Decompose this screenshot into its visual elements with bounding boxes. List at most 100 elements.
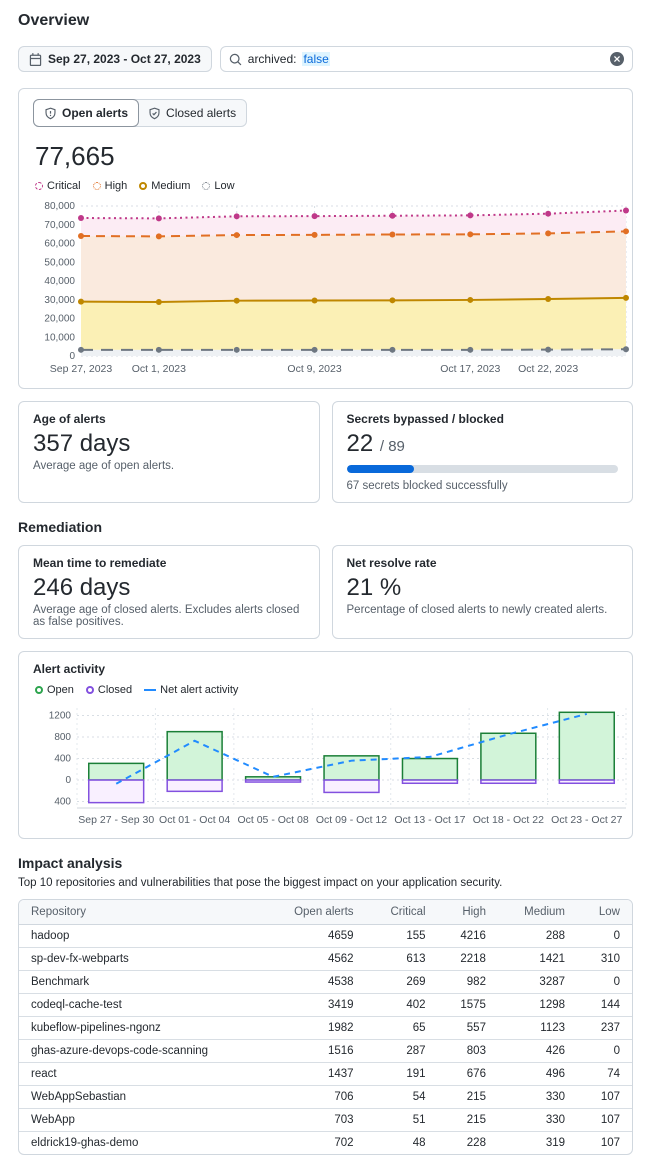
svg-text:Oct 23 - Oct 27: Oct 23 - Oct 27 — [551, 814, 622, 826]
count-cell: 155 — [365, 924, 438, 948]
count-cell: 0 — [577, 970, 632, 994]
repository-cell[interactable]: hadoop — [19, 924, 264, 948]
table-row[interactable]: react 1437 191 676 496 74 — [19, 1062, 632, 1086]
column-header[interactable]: Repository — [19, 900, 264, 925]
tab-open-alerts[interactable]: Open alerts — [33, 99, 140, 127]
open-alerts-total: 77,665 — [35, 141, 115, 171]
impact-subtitle: Top 10 repositories and vulnerabilities … — [18, 877, 503, 889]
open-marker-icon — [35, 686, 43, 694]
count-cell: 65 — [365, 1016, 438, 1040]
count-cell: 288 — [497, 924, 578, 948]
date-range-label: Sep 27, 2023 - Oct 27, 2023 — [48, 52, 201, 66]
svg-text:0: 0 — [69, 351, 75, 362]
activity-legend: Open Closed Net alert activity — [35, 684, 618, 696]
repository-cell[interactable]: react — [19, 1062, 264, 1086]
svg-text:Oct 09 - Oct 12: Oct 09 - Oct 12 — [316, 814, 387, 826]
age-of-alerts-card: Age of alerts 357 days Average age of op… — [18, 401, 320, 503]
repository-cell[interactable]: codeql-cache-test — [19, 993, 264, 1017]
search-query-prefix: archived: — [247, 52, 297, 66]
open-alerts-card: Open alerts Closed alerts 77,665 Critica… — [18, 88, 633, 389]
resolve-value: 21 % — [346, 574, 402, 601]
secrets-total: / 89 — [379, 438, 405, 455]
x-circle-icon — [610, 52, 624, 66]
count-cell: 54 — [365, 1085, 438, 1109]
alert-activity-title: Alert activity — [33, 662, 106, 676]
count-cell: 613 — [365, 947, 438, 971]
count-cell: 330 — [497, 1085, 578, 1109]
count-cell: 2218 — [437, 947, 498, 971]
svg-text:0: 0 — [65, 775, 71, 786]
table-row[interactable]: WebApp 703 51 215 330 107 — [19, 1108, 632, 1132]
card-title: Mean time to remediate — [33, 556, 167, 570]
count-cell: 557 — [437, 1016, 498, 1040]
search-icon — [229, 53, 241, 65]
svg-text:Sep 27 - Sep 30: Sep 27 - Sep 30 — [78, 814, 154, 826]
toolbar: Sep 27, 2023 - Oct 27, 2023 archived: fa… — [18, 46, 633, 72]
legend-item-open: Open — [35, 684, 74, 696]
table-row[interactable]: hadoop 4659 155 4216 288 0 — [19, 924, 632, 948]
count-cell: 330 — [497, 1108, 578, 1132]
svg-text:800: 800 — [54, 732, 71, 743]
svg-text:50,000: 50,000 — [44, 257, 75, 268]
search-query-value: false — [302, 52, 330, 66]
count-cell: 51 — [365, 1108, 438, 1132]
mttr-desc: Average age of closed alerts. Excludes a… — [33, 604, 300, 628]
date-range-button[interactable]: Sep 27, 2023 - Oct 27, 2023 — [18, 46, 212, 72]
shield-icon — [45, 107, 56, 119]
age-desc: Average age of open alerts. — [33, 460, 175, 472]
legend-item-net: Net alert activity — [144, 684, 238, 696]
count-cell: 4562 — [263, 947, 366, 971]
table-row[interactable]: eldrick19-ghas-demo 702 48 228 319 107 — [19, 1132, 632, 1155]
count-cell: 803 — [437, 1039, 498, 1063]
count-cell: 74 — [577, 1062, 632, 1086]
count-cell: 3419 — [263, 993, 366, 1017]
closed-marker-icon — [85, 686, 94, 694]
search-input[interactable]: archived: false — [219, 46, 633, 72]
svg-text:Oct 18 - Oct 22: Oct 18 - Oct 22 — [473, 814, 544, 826]
count-cell: 215 — [437, 1108, 498, 1132]
repository-cell[interactable]: sp-dev-fx-webparts — [19, 947, 264, 971]
column-header[interactable]: Medium — [497, 900, 578, 925]
repository-cell[interactable]: ghas-azure-devops-code-scanning — [19, 1039, 264, 1063]
column-header[interactable]: Low — [577, 900, 632, 925]
low-marker-icon — [202, 182, 211, 190]
tab-open-alerts-label: Open alerts — [62, 106, 129, 120]
svg-text:40,000: 40,000 — [44, 276, 75, 287]
high-marker-icon — [92, 182, 101, 190]
column-header[interactable]: Critical — [365, 900, 438, 925]
svg-text:Oct 17, 2023: Oct 17, 2023 — [440, 363, 500, 375]
table-row[interactable]: codeql-cache-test 3419 402 1575 1298 144 — [19, 993, 632, 1017]
secrets-value: 22 / 89 — [346, 430, 405, 457]
table-row[interactable]: sp-dev-fx-webparts 4562 613 2218 1421 310 — [19, 947, 632, 971]
table-row[interactable]: Benchmark 4538 269 982 3287 0 — [19, 970, 632, 994]
count-cell: 1421 — [497, 947, 578, 971]
count-cell: 287 — [365, 1039, 438, 1063]
repository-cell[interactable]: WebAppSebastian — [19, 1085, 264, 1109]
count-cell: 107 — [600, 1137, 620, 1149]
table-row[interactable]: WebAppSebastian 706 54 215 330 107 — [19, 1085, 632, 1109]
table-row[interactable]: kubeflow-pipelines-ngonz 1982 65 557 1123 237 — [19, 1016, 632, 1040]
stats-row-1: Age of alerts 357 days Average age of op… — [18, 401, 633, 503]
repository-cell[interactable]: eldrick19-ghas-demo — [31, 1137, 139, 1149]
alert-activity-card: Alert activity Open Closed Net alert act… — [18, 651, 633, 839]
table-row[interactable]: ghas-azure-devops-code-scanning 1516 287 80… — [19, 1039, 632, 1063]
repository-cell[interactable]: kubeflow-pipelines-ngonz — [19, 1016, 264, 1040]
severity-trend-chart: 0 10,000 20,000 30,000 40,000 50,000 60,000 70,… — [33, 198, 629, 378]
repository-cell[interactable]: Benchmark — [19, 970, 264, 994]
column-header[interactable]: Open alerts — [263, 900, 366, 925]
stats-row-2: Mean time to remediate 246 days Average … — [18, 545, 633, 639]
count-cell: 3287 — [497, 970, 578, 994]
card-title: Secrets bypassed / blocked — [346, 412, 504, 426]
count-cell: 107 — [577, 1108, 632, 1132]
count-cell: 676 — [437, 1062, 498, 1086]
clear-search-button[interactable] — [610, 52, 624, 66]
tab-closed-alerts[interactable]: Closed alerts — [138, 100, 246, 126]
count-cell: 310 — [577, 947, 632, 971]
column-header[interactable]: High — [437, 900, 498, 925]
svg-text:Oct 22, 2023: Oct 22, 2023 — [518, 363, 578, 375]
repository-cell[interactable]: WebApp — [19, 1108, 264, 1132]
count-cell: 402 — [365, 993, 438, 1017]
svg-text:60,000: 60,000 — [44, 239, 75, 250]
legend-item-closed: Closed — [85, 684, 132, 696]
svg-text:Oct 1, 2023: Oct 1, 2023 — [132, 363, 186, 375]
